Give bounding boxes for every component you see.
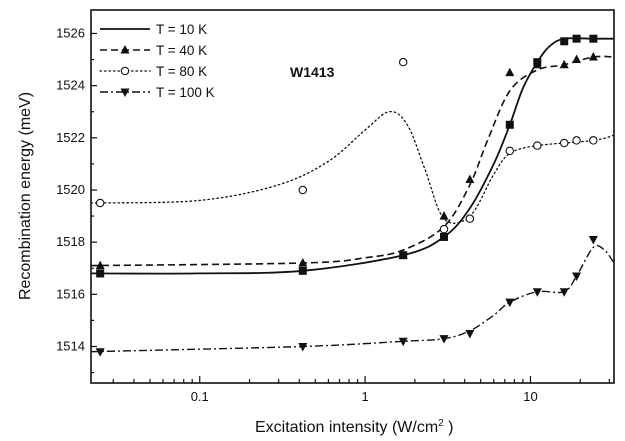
data-point-series-3 xyxy=(440,225,447,232)
y-tick-label: 1524 xyxy=(56,78,85,93)
legend-marker-4 xyxy=(121,89,130,98)
data-point-series-3 xyxy=(534,142,541,149)
data-point-series-4 xyxy=(440,335,449,344)
data-point-series-1 xyxy=(440,233,448,241)
data-point-series-2 xyxy=(440,211,449,220)
x-axis-title-end: ) xyxy=(444,419,454,436)
data-point-series-2 xyxy=(465,175,474,184)
y-tick-label: 1520 xyxy=(56,182,85,197)
data-point-series-4 xyxy=(589,236,598,245)
data-point-series-3 xyxy=(96,199,103,206)
sample-annotation: W1413 xyxy=(290,64,335,80)
data-point-series-1 xyxy=(506,121,514,129)
data-point-series-3 xyxy=(400,58,407,65)
data-point-series-1 xyxy=(299,267,307,275)
series-line-3 xyxy=(91,112,614,224)
data-point-series-1 xyxy=(573,35,581,43)
legend-label-3: T = 80 K xyxy=(156,64,207,79)
y-tick-label: 1526 xyxy=(56,25,85,40)
data-point-series-3 xyxy=(561,139,568,146)
data-point-series-3 xyxy=(506,147,513,154)
series-line-4 xyxy=(91,246,614,352)
y-tick-label: 1522 xyxy=(56,130,85,145)
y-axis-title: Recombination energy (meV) xyxy=(17,92,34,300)
data-point-series-2 xyxy=(572,55,581,64)
data-point-series-4 xyxy=(465,330,474,339)
x-axis-title-main: Excitation intensity (W/cm xyxy=(255,419,438,436)
x-tick-label: 0.1 xyxy=(191,389,209,404)
y-tick-label: 1514 xyxy=(56,338,85,353)
legend-marker-3 xyxy=(121,67,128,74)
data-point-series-3 xyxy=(573,137,580,144)
legend-label-2: T = 40 K xyxy=(156,43,207,58)
y-tick-label: 1518 xyxy=(56,234,85,249)
data-point-series-1 xyxy=(96,269,104,277)
data-point-series-3 xyxy=(590,137,597,144)
data-point-series-4 xyxy=(96,348,105,357)
x-axis-title: Excitation intensity (W/cm2 ) xyxy=(255,418,454,436)
legend-label-1: T = 10 K xyxy=(156,22,207,37)
data-point-series-1 xyxy=(589,35,597,43)
data-point-series-1 xyxy=(560,37,568,45)
x-tick-label: 10 xyxy=(523,389,537,404)
legend-label-4: T = 100 K xyxy=(156,85,215,100)
x-tick-label: 1 xyxy=(361,389,368,404)
data-point-series-2 xyxy=(505,68,514,77)
data-point-series-4 xyxy=(505,299,514,308)
data-point-series-4 xyxy=(572,273,581,282)
data-point-series-3 xyxy=(299,186,306,193)
data-point-series-3 xyxy=(466,215,473,222)
y-tick-label: 1516 xyxy=(56,286,85,301)
